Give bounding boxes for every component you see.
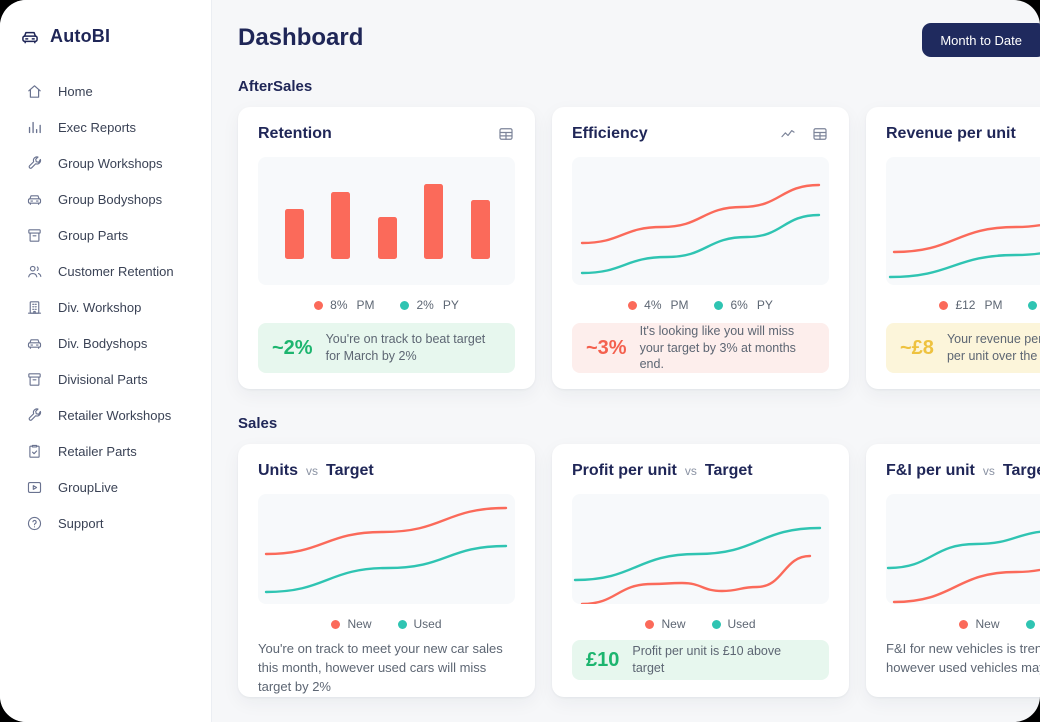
chart-legend: New Used xyxy=(572,616,829,632)
pm-legend-dot xyxy=(628,300,638,310)
callout-value: ~2% xyxy=(272,336,313,359)
play-video-icon xyxy=(26,479,43,496)
line-chart-view-icon[interactable] xyxy=(779,125,797,143)
retention-card: Retention 8% PM 2% PY ~2% You're on track … xyxy=(238,107,535,389)
app-name: AutoBI xyxy=(50,26,111,46)
wrench-icon xyxy=(26,155,43,172)
new-legend-dot xyxy=(959,619,969,629)
sidebar: AutoBI Home Exec Reports Group Workshops… xyxy=(0,0,212,722)
sidebar-item-div-bodyshops[interactable]: Div. Bodyshops xyxy=(0,325,211,361)
units-vs-target-card: Units vs Target New Used You're on track… xyxy=(238,444,535,697)
callout-text: Your revenue per unit is up £8 per unit … xyxy=(946,332,1040,363)
chart-legend: 4% PM 6% PY xyxy=(572,297,829,313)
users-icon xyxy=(26,263,43,280)
card-title: F&I per unit xyxy=(886,462,975,479)
new-legend-dot xyxy=(331,619,341,629)
efficiency-card: Efficiency 4% PM 6% PY ~3% It's looking li… xyxy=(552,107,849,389)
py-legend-dot xyxy=(714,300,724,310)
py-legend-dot xyxy=(400,300,410,310)
efficiency-line-chart xyxy=(572,157,829,285)
sidebar-item-grouplive[interactable]: GroupLive xyxy=(0,469,211,505)
vs-label: vs xyxy=(684,464,697,478)
chart-legend: New Used xyxy=(886,616,1040,632)
vs-label: vs xyxy=(982,464,995,478)
sidebar-item-support[interactable]: Support xyxy=(0,505,211,541)
new-legend-dot xyxy=(645,619,655,629)
callout-text: You're on track to beat target for March… xyxy=(325,332,486,363)
home-icon xyxy=(26,83,43,100)
pm-legend-dot xyxy=(314,300,324,310)
used-legend-dot xyxy=(397,619,407,629)
chart-legend: New Used xyxy=(258,616,515,632)
py-legend-dot xyxy=(1028,300,1038,310)
wrench-icon xyxy=(26,407,43,424)
sidebar-item-home[interactable]: Home xyxy=(0,73,211,109)
insight-callout: ~£8 Your revenue per unit is up £8 per u… xyxy=(886,323,1040,373)
insight-callout: £10 Profit per unit is £10 above target xyxy=(572,640,829,680)
insight-callout: ~2% You're on track to beat target for M… xyxy=(258,323,515,373)
insight-callout: ~3% It's looking like you will miss your… xyxy=(572,323,829,373)
sidebar-item-group-workshops[interactable]: Group Workshops xyxy=(0,145,211,181)
callout-value: ~£8 xyxy=(900,336,934,359)
card-title: Profit per unit xyxy=(572,462,677,479)
main-content: Dashboard Month to Date AfterSales Reten… xyxy=(212,0,1040,722)
callout-text: Profit per unit is £10 above target xyxy=(632,644,782,675)
card-title: Efficiency xyxy=(572,125,648,142)
building-icon xyxy=(26,299,43,316)
fandi-per-unit-card: F&I per unit vs Target New Used F&I for … xyxy=(866,444,1040,697)
sales-cards: Units vs Target New Used You're on track… xyxy=(238,444,1040,697)
car-logo-icon xyxy=(20,27,40,47)
insight-note: F&I for new vehicles is trending up by 1… xyxy=(886,641,1040,675)
fandi-line-chart xyxy=(886,494,1040,604)
callout-text: It's looking like you will miss your tar… xyxy=(639,323,796,372)
card-compare-title: Target xyxy=(704,462,753,479)
sidebar-item-retailer-parts[interactable]: Retailer Parts xyxy=(0,433,211,469)
sidebar-item-group-parts[interactable]: Group Parts xyxy=(0,217,211,253)
callout-value: £10 xyxy=(586,648,620,671)
retention-bar-chart xyxy=(258,157,515,285)
card-title: Revenue per unit xyxy=(886,125,1016,142)
car-icon xyxy=(26,191,43,208)
pm-legend-dot xyxy=(939,300,949,310)
sidebar-item-divisional-parts[interactable]: Divisional Parts xyxy=(0,361,211,397)
used-legend-dot xyxy=(711,619,721,629)
archive-icon xyxy=(26,227,43,244)
sidebar-item-div-workshop[interactable]: Div. Workshop xyxy=(0,289,211,325)
profit-per-unit-card: Profit per unit vs Target New Used £10 P… xyxy=(552,444,849,697)
page-title: Dashboard xyxy=(238,24,364,51)
card-title: Units xyxy=(258,462,298,479)
car-icon xyxy=(26,335,43,352)
section-title-sales: Sales xyxy=(238,415,278,432)
table-view-icon[interactable] xyxy=(811,125,829,143)
vs-label: vs xyxy=(306,464,318,478)
bar-chart-icon xyxy=(26,119,43,136)
sidebar-nav: Home Exec Reports Group Workshops Group … xyxy=(0,73,211,541)
date-filter-button[interactable]: Month to Date xyxy=(922,23,1040,57)
chart-legend: 8% PM 2% PY xyxy=(258,297,515,313)
sidebar-item-exec-reports[interactable]: Exec Reports xyxy=(0,109,211,145)
clipboard-check-icon xyxy=(26,443,43,460)
section-title-aftersales: AfterSales xyxy=(238,78,313,95)
app-logo: AutoBI xyxy=(0,0,211,47)
card-title: Retention xyxy=(258,125,332,142)
archive-icon xyxy=(26,371,43,388)
insight-note: You're on track to meet your new car sal… xyxy=(258,641,503,694)
card-compare-title: Target xyxy=(326,462,374,479)
used-legend-dot xyxy=(1025,619,1035,629)
units-line-chart xyxy=(258,494,515,604)
sidebar-item-retailer-workshops[interactable]: Retailer Workshops xyxy=(0,397,211,433)
revenue-line-chart xyxy=(886,157,1040,285)
profit-line-chart xyxy=(572,494,829,604)
sidebar-item-group-bodyshops[interactable]: Group Bodyshops xyxy=(0,181,211,217)
aftersales-cards: Retention 8% PM 2% PY ~2% You're on track … xyxy=(238,107,1040,389)
callout-value: ~3% xyxy=(586,336,627,359)
sidebar-item-customer-retention[interactable]: Customer Retention xyxy=(0,253,211,289)
card-compare-title: Target xyxy=(1002,462,1040,479)
table-view-icon[interactable] xyxy=(497,125,515,143)
question-circle-icon xyxy=(26,515,43,532)
